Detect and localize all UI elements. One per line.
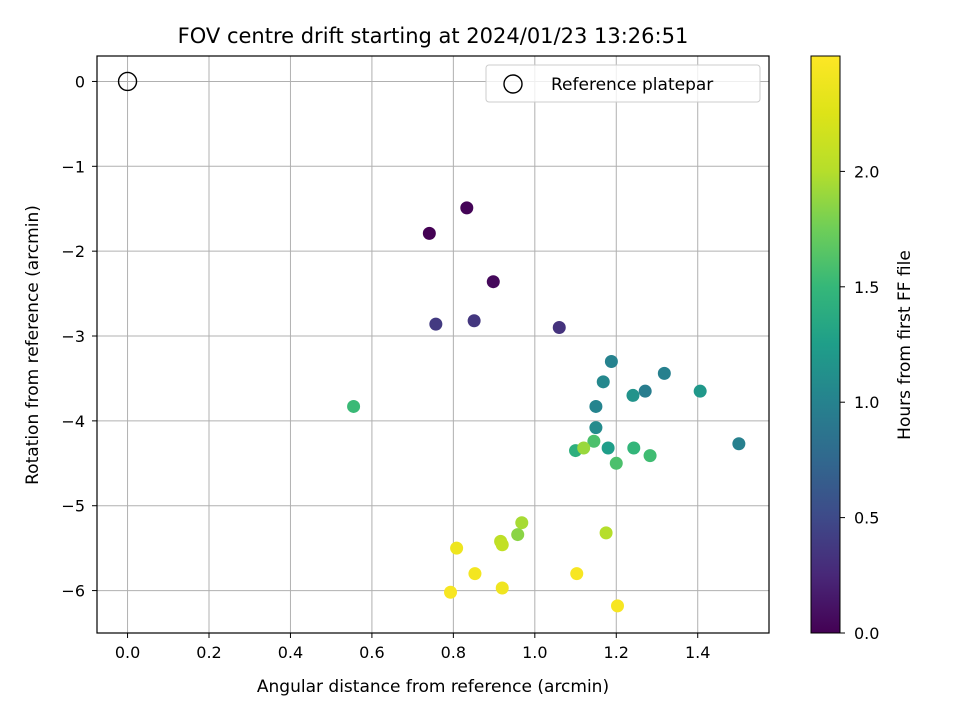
x-axis-ticks: 0.0 0.2 0.4 0.6 0.8 1.0 1.2 1.4 — [115, 633, 710, 662]
reference-platepar-point — [117, 71, 138, 92]
y-axis-ticks: 0 −1 −2 −3 −4 −5 −6 — [61, 72, 97, 601]
y-tick-label: −4 — [61, 412, 85, 431]
data-point — [486, 275, 500, 289]
colorbar-frame — [810, 55, 841, 634]
colorbar-tick-label: 1.0 — [854, 393, 879, 412]
x-tick-label: 0.0 — [115, 643, 140, 662]
data-point — [601, 441, 615, 455]
colorbar-tick-label: 0.5 — [854, 509, 879, 528]
y-tick-label: −3 — [61, 327, 85, 346]
data-point — [450, 541, 464, 555]
data-point — [657, 366, 671, 380]
legend-box — [485, 64, 761, 103]
y-tick-label: −2 — [61, 242, 85, 261]
colorbar-gradient — [811, 56, 840, 633]
legend-marker-reference — [503, 74, 523, 94]
legend-label-reference: Reference platepar — [551, 75, 713, 95]
data-point — [429, 317, 443, 331]
data-point — [570, 567, 584, 581]
data-point — [604, 354, 618, 368]
data-point — [609, 456, 623, 470]
y-tick-label: −5 — [61, 497, 85, 516]
data-point — [460, 201, 474, 215]
data-point — [610, 599, 624, 613]
data-point — [732, 437, 746, 451]
x-tick-label: 1.0 — [522, 643, 547, 662]
y-tick-label: 0 — [75, 72, 85, 91]
data-point — [627, 441, 641, 455]
data-point — [587, 434, 601, 448]
y-axis-label: Rotation from reference (arcmin) — [23, 205, 43, 485]
data-point — [643, 449, 657, 463]
data-point — [467, 314, 481, 328]
y-tick-label: −6 — [61, 582, 85, 601]
data-point — [511, 528, 525, 542]
data-points — [117, 71, 746, 613]
grid-lines — [97, 56, 769, 633]
colorbar-ticks: 0.0 0.5 1.0 1.5 2.0 — [840, 162, 879, 643]
data-point — [495, 581, 509, 595]
legend: Reference platepar — [485, 64, 761, 103]
colorbar-tick-label: 1.5 — [854, 278, 879, 297]
x-tick-label: 0.6 — [359, 643, 384, 662]
x-tick-label: 1.4 — [685, 643, 710, 662]
data-point — [577, 441, 591, 455]
x-axis-label: Angular distance from reference (arcmin) — [257, 677, 609, 697]
data-point — [444, 585, 458, 599]
data-point — [596, 375, 610, 389]
colorbar: 0.0 0.5 1.0 1.5 2.0 Hours from first FF file — [810, 55, 915, 643]
data-point — [347, 399, 361, 413]
data-point — [552, 321, 566, 335]
data-point — [495, 538, 509, 552]
x-tick-label: 0.8 — [441, 643, 466, 662]
y-tick-label: −1 — [61, 157, 85, 176]
plot-frame — [96, 55, 770, 634]
colorbar-tick-label: 0.0 — [854, 624, 879, 643]
data-point — [515, 516, 529, 530]
data-point — [468, 567, 482, 581]
data-point — [638, 384, 652, 398]
data-point — [589, 399, 603, 413]
colorbar-label: Hours from first FF file — [895, 250, 915, 440]
data-point — [422, 226, 436, 240]
data-point — [599, 526, 613, 540]
data-point — [589, 421, 603, 435]
chart-title: FOV centre drift starting at 2024/01/23 … — [178, 24, 689, 48]
x-tick-label: 0.4 — [278, 643, 303, 662]
colorbar-tick-label: 2.0 — [854, 162, 879, 181]
data-point — [693, 384, 707, 398]
x-tick-label: 0.2 — [196, 643, 221, 662]
x-tick-label: 1.2 — [604, 643, 629, 662]
data-point — [626, 388, 640, 402]
